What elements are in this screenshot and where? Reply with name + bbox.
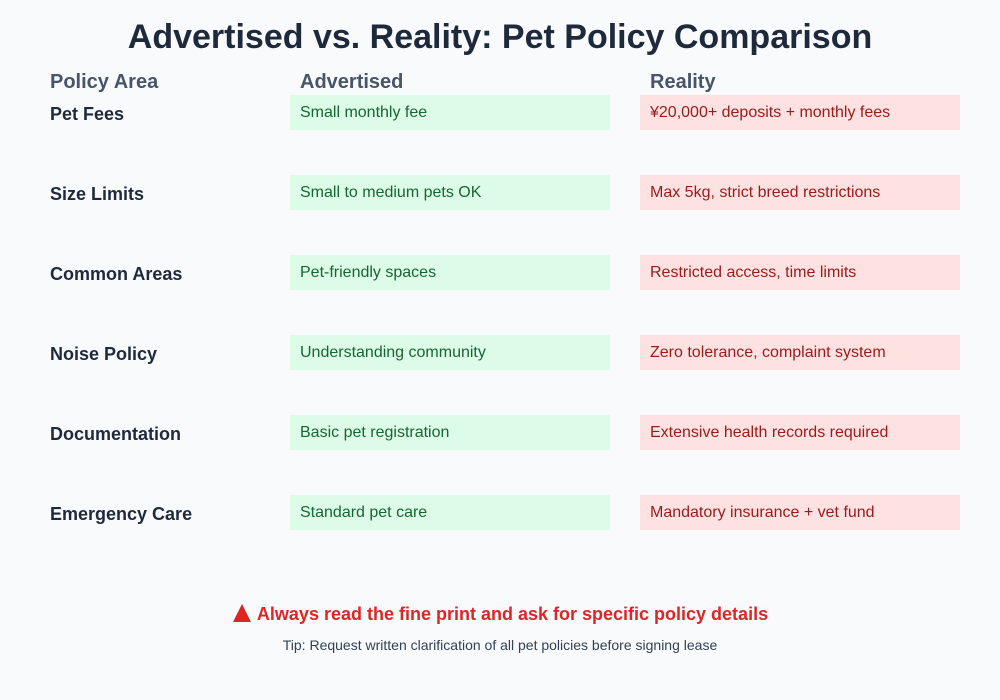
advertised-cell: Basic pet registration bbox=[290, 415, 610, 450]
policy-area: Pet Fees bbox=[50, 104, 125, 124]
reality-cell: Mandatory insurance + vet fund bbox=[640, 495, 960, 530]
advertised-cell: Understanding community bbox=[290, 335, 610, 370]
warning: Always read the fine print and ask for s… bbox=[0, 603, 1000, 625]
advertised-cell: Pet-friendly spaces bbox=[290, 255, 610, 290]
policy-area: Size Limits bbox=[50, 184, 145, 204]
advertised-cell: Standard pet care bbox=[290, 495, 610, 530]
reality-cell: ¥20,000+ deposits + monthly fees bbox=[640, 95, 960, 130]
title: Advertised vs. Reality: Pet Policy Compa… bbox=[127, 18, 873, 56]
advertised-cell: Small monthly fee bbox=[290, 95, 610, 130]
reality-cell: Max 5kg, strict breed restrictions bbox=[640, 175, 960, 210]
policy-area: Common Areas bbox=[50, 264, 183, 284]
warning-text: Always read the fine print and ask for s… bbox=[256, 604, 769, 624]
column-header: Reality bbox=[650, 71, 716, 93]
policy-area: Noise Policy bbox=[50, 344, 158, 364]
column-header: Advertised bbox=[300, 71, 404, 93]
reality-cell: Zero tolerance, complaint system bbox=[640, 335, 960, 370]
warning-icon bbox=[232, 604, 251, 622]
reality-cell: Restricted access, time limits bbox=[640, 255, 960, 290]
column-header: Policy Area bbox=[50, 71, 159, 93]
reality-cell: Extensive health records required bbox=[640, 415, 960, 450]
advertised-cell: Small to medium pets OK bbox=[290, 175, 610, 210]
policy-area: Emergency Care bbox=[50, 504, 193, 524]
tip: Tip: Request written clarification of al… bbox=[282, 637, 718, 653]
policy-area: Documentation bbox=[50, 424, 182, 444]
